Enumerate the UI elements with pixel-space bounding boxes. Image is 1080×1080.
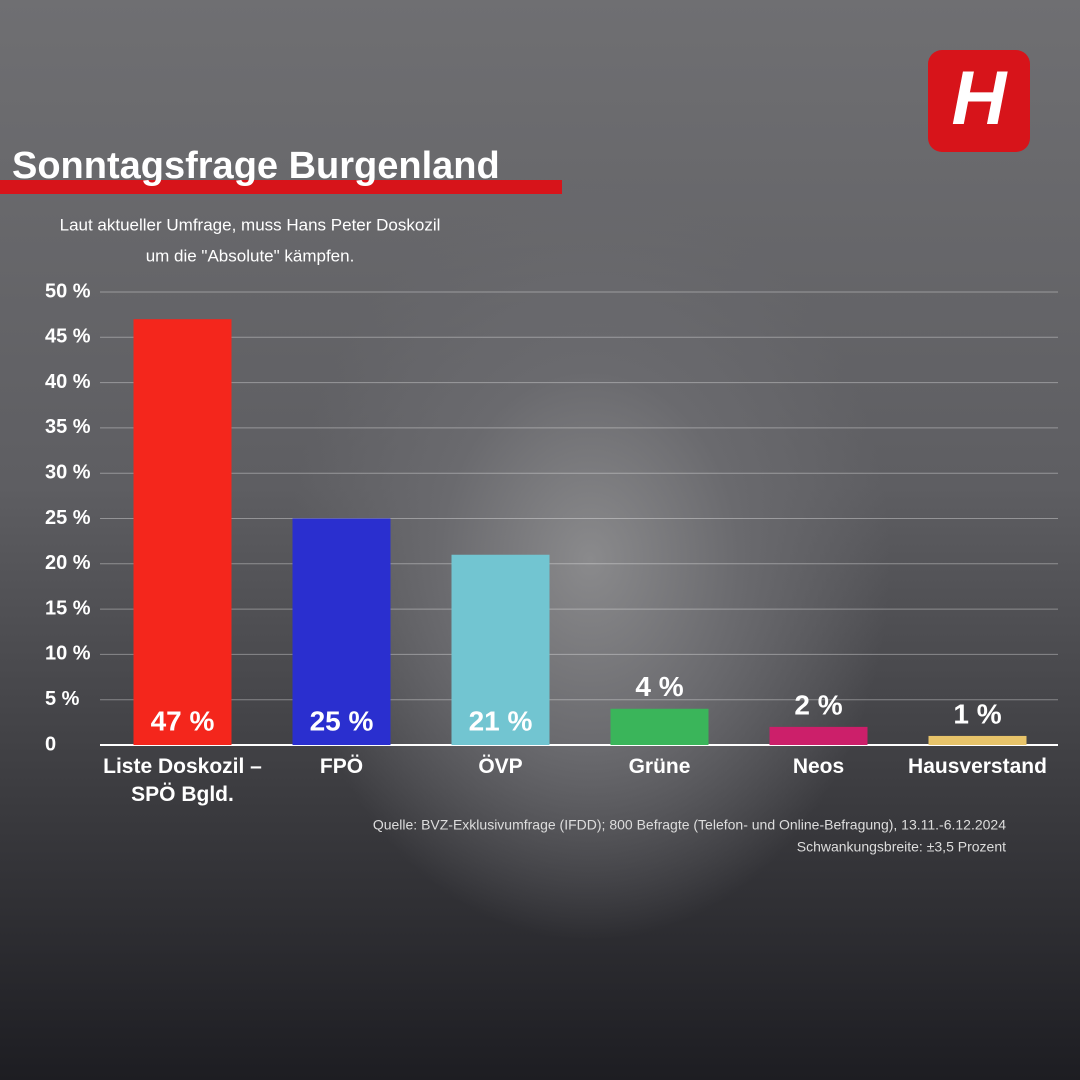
subtitle: um die "Absolute" kämpfen. bbox=[146, 246, 355, 265]
x-tick-label: Liste Doskozil – SPÖ Bgld. bbox=[103, 755, 262, 806]
y-tick-label: 50 % bbox=[45, 280, 91, 302]
y-tick-label: 45 % bbox=[45, 326, 91, 348]
x-tick-label: FPÖ bbox=[319, 755, 364, 778]
logo-text: H bbox=[952, 56, 1009, 141]
x-tick-label: ÖVP bbox=[478, 755, 523, 778]
bar bbox=[451, 554, 550, 745]
title-underline bbox=[0, 180, 562, 194]
logo bbox=[928, 50, 1030, 152]
x-tick-label: Hausverstand bbox=[908, 755, 1047, 778]
y-tick-label: 15 % bbox=[45, 597, 91, 619]
x-tick-label: Neos bbox=[792, 755, 845, 778]
x-tick-label: Grüne bbox=[628, 755, 691, 778]
value-label: 47 % bbox=[151, 705, 215, 736]
y-tick-label: 30 % bbox=[45, 461, 91, 483]
bar bbox=[769, 726, 868, 745]
value-label: 21 % bbox=[469, 705, 533, 736]
subtitle: Laut aktueller Umfrage, muss Hans Peter … bbox=[60, 215, 441, 234]
value-label: 25 % bbox=[310, 705, 374, 736]
bar bbox=[292, 518, 391, 745]
value-label: 4 % bbox=[635, 671, 683, 702]
bar bbox=[133, 319, 232, 745]
y-tick-label: 0 bbox=[45, 733, 56, 755]
y-tick-label: 5 % bbox=[45, 688, 80, 710]
source: Quelle: BVZ-Exklusivumfrage (IFDD); 800 … bbox=[373, 817, 1006, 833]
value-label: 1 % bbox=[953, 698, 1001, 729]
bar bbox=[928, 735, 1027, 745]
bar bbox=[610, 708, 709, 745]
y-tick-label: 20 % bbox=[45, 552, 91, 574]
y-tick-label: 10 % bbox=[45, 643, 91, 665]
source: Schwankungsbreite: ±3,5 Prozent bbox=[797, 839, 1006, 855]
chart-title: Sonntagsfrage Burgenland bbox=[12, 145, 500, 187]
y-tick-label: 35 % bbox=[45, 416, 91, 438]
y-tick-label: 25 % bbox=[45, 507, 91, 529]
y-tick-label: 40 % bbox=[45, 371, 91, 393]
value-label: 2 % bbox=[794, 689, 842, 720]
